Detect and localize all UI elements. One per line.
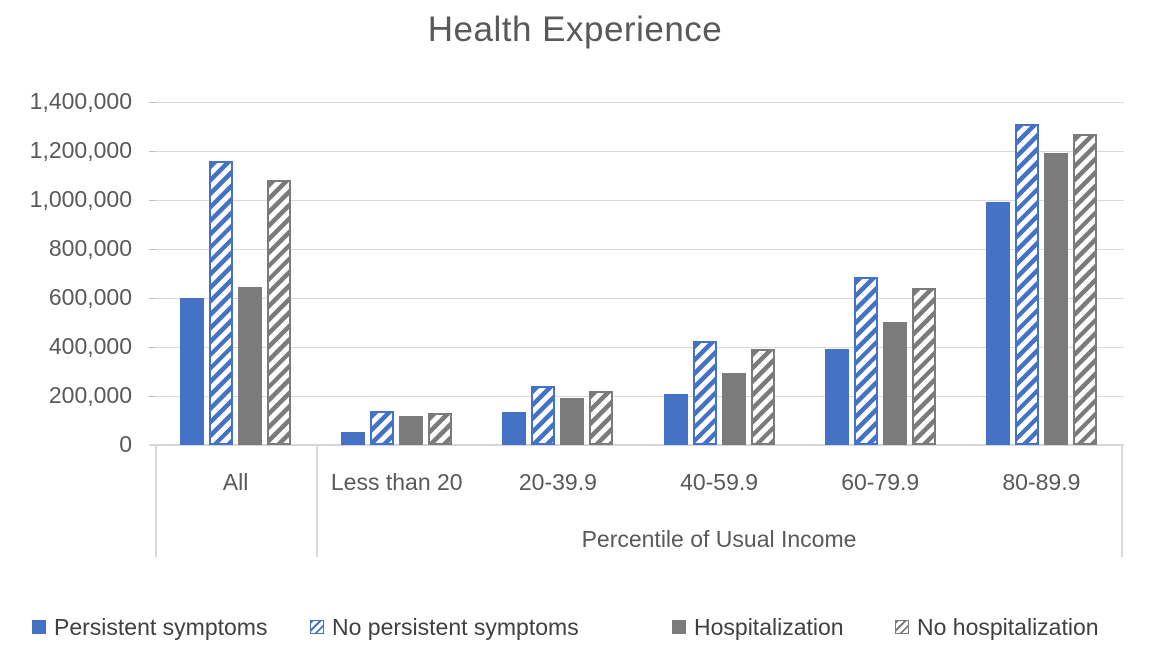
bar-hospitalization-80-89-9 [1043, 153, 1068, 445]
legend-label: Hospitalization [694, 613, 844, 640]
gridline [155, 151, 1124, 152]
bar-hospitalization-all [238, 287, 263, 445]
y-axis-tick [149, 396, 156, 397]
bar-no-hospitalization-20-39-9 [589, 391, 614, 445]
bar-persistent-symptoms-40-59-9 [663, 394, 688, 445]
legend-swatch-diagonal-hatch [895, 620, 909, 634]
x-axis-category-label: All [222, 469, 249, 495]
legend-label: No persistent symptoms [332, 613, 579, 640]
gridline [155, 298, 1124, 299]
bar-group-20-39-9 [502, 102, 614, 445]
x-axis-category-label: 20-39.9 [518, 469, 597, 495]
bar-no-persistent-symptoms-20-39-9 [531, 386, 556, 445]
bar-group-all [180, 102, 292, 445]
legend-item-no-persistent-symptoms: No persistent symptoms [310, 611, 579, 643]
legend-item-persistent-symptoms: Persistent symptoms [32, 611, 267, 643]
legend-item-no-hospitalization: No hospitalization [895, 611, 1099, 643]
category-separator [316, 445, 318, 557]
y-axis-tick-label: 0 [119, 431, 132, 457]
category-separator [155, 445, 157, 557]
bar-no-persistent-symptoms-all [209, 161, 234, 445]
y-axis-tick-label: 200,000 [48, 382, 132, 408]
y-axis-tick [149, 151, 156, 152]
legend-label: Persistent symptoms [54, 613, 268, 640]
bar-no-hospitalization-80-89-9 [1072, 134, 1097, 445]
y-axis-tick [149, 249, 156, 250]
y-axis-tick-label: 1,400,000 [29, 88, 132, 114]
bar-no-persistent-symptoms-less-than-20 [370, 411, 395, 445]
y-axis-tick-label: 400,000 [48, 333, 132, 359]
y-axis-tick [149, 298, 156, 299]
bar-hospitalization-20-39-9 [560, 398, 585, 445]
x-axis-title: Percentile of Usual Income [581, 526, 857, 552]
y-axis-tick-label: 1,000,000 [29, 186, 132, 212]
y-axis-tick-label: 600,000 [48, 284, 132, 310]
x-axis-category-label: Less than 20 [330, 469, 463, 495]
bar-persistent-symptoms-20-39-9 [502, 412, 527, 445]
legend-swatch-diagonal-hatch [310, 620, 324, 634]
x-axis-category-label: 60-79.9 [841, 469, 920, 495]
bar-group-80-89-9 [985, 102, 1097, 445]
bar-no-hospitalization-all [267, 180, 292, 445]
legend: Persistent symptoms No persistent symptom… [0, 611, 1150, 647]
bar-persistent-symptoms-80-89-9 [985, 202, 1010, 445]
bar-no-hospitalization-less-than-20 [428, 413, 453, 445]
gridline [155, 396, 1124, 397]
bar-no-persistent-symptoms-60-79-9 [853, 277, 878, 445]
y-axis-tick-label: 1,200,000 [29, 137, 132, 163]
y-axis-tick [149, 102, 156, 103]
bar-hospitalization-60-79-9 [882, 322, 907, 445]
bar-no-hospitalization-60-79-9 [911, 288, 936, 445]
bar-no-persistent-symptoms-80-89-9 [1014, 124, 1039, 445]
plot-area [155, 102, 1124, 445]
y-axis-tick-label: 800,000 [48, 235, 132, 261]
gridline [155, 200, 1124, 201]
bar-persistent-symptoms-all [180, 298, 205, 445]
bar-hospitalization-40-59-9 [721, 373, 746, 445]
gridline [155, 347, 1124, 348]
x-axis-category-label: 80-89.9 [1002, 469, 1081, 495]
legend-label: No hospitalization [917, 613, 1099, 640]
y-axis-tick [149, 347, 156, 348]
gridline [155, 102, 1124, 103]
bar-persistent-symptoms-less-than-20 [341, 432, 366, 445]
x-axis-line [150, 444, 1124, 446]
legend-swatch-solid [32, 620, 46, 634]
bar-persistent-symptoms-60-79-9 [824, 349, 849, 445]
x-axis-category-label: 40-59.9 [680, 469, 759, 495]
bar-hospitalization-less-than-20 [399, 416, 424, 445]
bar-group-40-59-9 [663, 102, 775, 445]
gridline [155, 249, 1124, 250]
legend-item-hospitalization: Hospitalization [672, 611, 844, 643]
category-separator [1121, 445, 1123, 557]
bar-group-60-79-9 [824, 102, 936, 445]
bar-no-hospitalization-40-59-9 [750, 349, 775, 445]
legend-swatch-solid [672, 620, 686, 634]
bar-no-persistent-symptoms-40-59-9 [692, 341, 717, 445]
chart-title: Health Experience [427, 10, 723, 49]
y-axis-tick [149, 200, 156, 201]
bar-group-less-than-20 [341, 102, 453, 445]
